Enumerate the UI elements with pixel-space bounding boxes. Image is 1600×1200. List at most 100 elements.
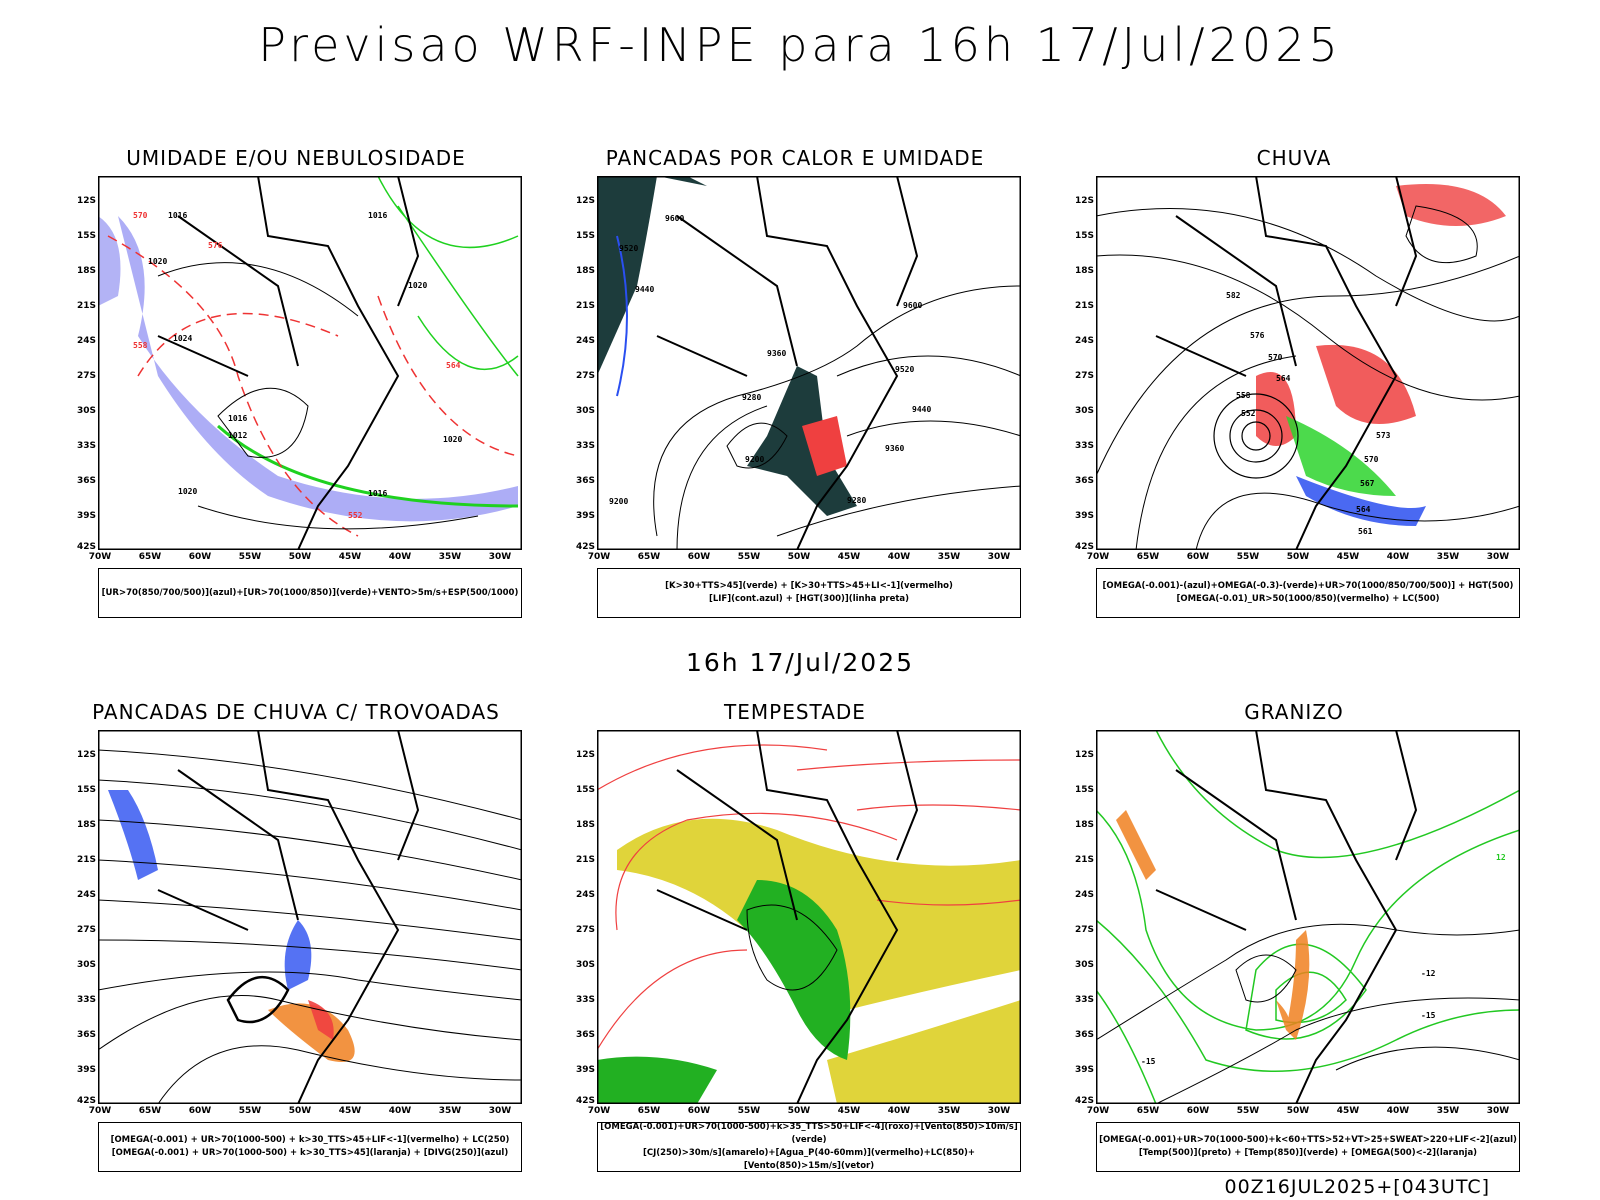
panel-title: GRANIZO [1244,700,1344,724]
lon-label: 40W [388,552,412,562]
lon-label: 55W [1236,1106,1260,1116]
map-plot: 12S 15S 18S 21S 24S 27S 30S 33S 36S 39S … [576,730,1021,1116]
contour-label: 1020 [443,435,462,444]
lon-label: 35W [937,1106,961,1116]
omega-area-orange [1116,810,1310,1040]
lon-label: 55W [737,1106,761,1116]
lat-label: 18S [76,820,96,830]
lat-label: 42S [76,1096,96,1106]
panel-title: CHUVA [1256,146,1332,170]
legend-line: [Temp(500)](preto) + [Temp(850)](verde) … [1138,1148,1478,1158]
contour-label: 582 [1226,291,1241,300]
map-svg: 1016 1020 1024 1016 1020 1016 1012 1016 … [98,176,519,550]
contour-label: 9360 [767,349,786,358]
contour-label: 561 [1358,527,1373,536]
lon-label: 60W [687,552,711,562]
lat-label: 42S [575,542,595,552]
lat-label: 12S [76,750,96,760]
contour-label: 1020 [148,257,167,266]
lat-label: 33S [1074,441,1094,451]
lon-label: 60W [188,1106,212,1116]
lat-label: 15S [76,231,96,241]
contour-label: 576 [1250,331,1265,340]
contour-label: 1020 [408,281,427,290]
instability-area-dark [597,176,657,376]
lon-label: 30W [1486,552,1510,562]
lat-label: 12S [575,196,595,206]
map-plot: -12 -15 -15 12 12S 15S 18S 21S 24S 27S 3… [1075,730,1520,1116]
lat-label: 33S [1074,995,1094,1005]
geopotential-low-contour [1229,409,1283,463]
country-borders [656,730,919,1104]
lon-label: 30W [987,1106,1011,1116]
lon-label: 65W [637,1106,661,1116]
contour-label: 1016 [228,414,247,423]
panel-title: PANCADAS DE CHUVA C/ TROVOADAS [92,700,500,724]
lon-label: 35W [438,1106,462,1116]
map-plot: 9600 9520 9440 9360 9280 9200 9600 9520 … [576,176,1021,562]
panel-legend: [K>30+TTS>45](verde) + [K>30+TTS>45+LI<-… [597,568,1021,618]
lat-label: 30S [575,960,595,970]
contour-label: -12 [1421,969,1436,978]
lon-label: 35W [438,552,462,562]
lon-label: 70W [1086,1106,1110,1116]
lat-label: 15S [575,785,595,795]
legend-line: [OMEGA(-0.001)+UR>70(1000-500)+k>35_TTS>… [600,1122,1018,1145]
lat-label: 12S [575,750,595,760]
lat-label: 30S [76,406,96,416]
main-title: Previsao WRF-INPE para 16h 17/Jul/2025 [258,18,1342,72]
lon-label: 50W [1286,1106,1310,1116]
lat-label: 39S [1074,511,1094,521]
rain-area-red-coast [1256,372,1296,446]
contour-label: 1012 [228,431,247,440]
lat-label: 24S [575,336,595,346]
lon-label: 50W [787,552,811,562]
lon-label: 35W [1436,552,1460,562]
panel-legend: [OMEGA(-0.001) + UR>70(1000-500) + k>30_… [98,1122,522,1172]
panel-title: UMIDADE E/OU NEBULOSIDADE [126,146,466,170]
contour-label: 9520 [619,244,638,253]
lat-label: 30S [575,406,595,416]
lon-label: 45W [1336,552,1360,562]
map-plot: 1016 1020 1024 1016 1020 1016 1012 1016 … [77,176,522,562]
lon-label: 65W [138,1106,162,1116]
lat-label: 15S [76,785,96,795]
lat-label: 27S [1074,371,1094,381]
panel-chuva: CHUVA 582 576 570 564 558 552 573 570 56… [1054,146,1534,636]
lon-label: 50W [288,552,312,562]
lon-label: 50W [1286,552,1310,562]
lon-label: 65W [1136,1106,1160,1116]
panel-umidade: UMIDADE E/OU NEBULOSIDADE 1016 1020 1024… [56,146,536,636]
lat-label: 27S [575,925,595,935]
lat-label: 21S [575,855,595,865]
lon-label: 55W [238,1106,262,1116]
map-svg [597,730,1021,1104]
legend-line: [OMEGA(-0.001) + UR>70(1000-500) + k>30_… [110,1135,510,1145]
footer-run-info: 00Z16JUL2025+[043UTC] [1224,1176,1490,1198]
lon-label: 45W [338,1106,362,1116]
lat-label: 24S [575,890,595,900]
lon-label: 35W [937,552,961,562]
lat-label: 33S [575,441,595,451]
lat-label: 42S [1074,1096,1094,1106]
contour-label: 9280 [847,496,866,505]
lat-label: 24S [76,890,96,900]
geopotential-contour-black [1096,205,1520,550]
map-frame [597,176,1021,550]
contour-label: 9600 [665,214,684,223]
lat-label: 21S [1074,855,1094,865]
contour-label: 1024 [173,334,192,343]
lat-label: 42S [575,1096,595,1106]
rain-area-red-north [1396,184,1506,226]
wind-area-green-south [597,1056,717,1104]
lon-label: 70W [88,1106,112,1116]
panel-legend: [OMEGA(-0.001)-(azul)+OMEGA(-0.3)-(verde… [1096,568,1520,618]
humidity-contour-green [217,424,519,508]
lat-label: 18S [575,266,595,276]
panel-title: PANCADAS POR CALOR E UMIDADE [605,146,985,170]
lat-label: 30S [1074,960,1094,970]
lon-label: 40W [887,552,911,562]
lat-label: 27S [575,371,595,381]
contour-label: -15 [1421,1011,1436,1020]
lon-label: 65W [138,552,162,562]
